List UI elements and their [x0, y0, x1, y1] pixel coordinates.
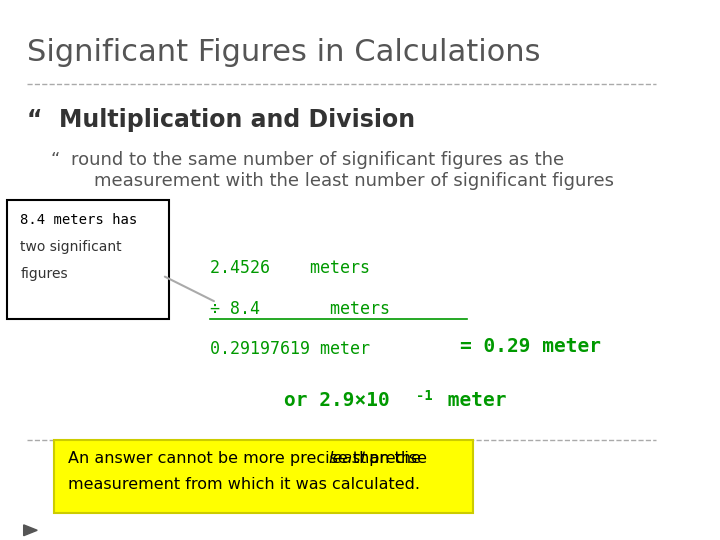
Text: -1: -1	[416, 389, 433, 403]
Text: least: least	[328, 451, 366, 466]
FancyBboxPatch shape	[6, 200, 169, 319]
Text: measurement from which it was calculated.: measurement from which it was calculated…	[68, 477, 420, 492]
Text: two significant: two significant	[20, 240, 122, 254]
Polygon shape	[24, 525, 37, 536]
Text: Significant Figures in Calculations: Significant Figures in Calculations	[27, 38, 541, 67]
Text: round to the same number of significant figures as the
    measurement with the : round to the same number of significant …	[71, 151, 614, 190]
Text: An answer cannot be more precise than the: An answer cannot be more precise than th…	[68, 451, 426, 466]
Text: figures: figures	[20, 267, 68, 281]
Text: or 2.9×10: or 2.9×10	[284, 392, 390, 410]
Text: meter: meter	[436, 392, 507, 410]
Text: ÷ 8.4       meters: ÷ 8.4 meters	[210, 300, 390, 318]
Text: 8.4 meters has: 8.4 meters has	[20, 213, 138, 227]
Text: 0.29197619 meter: 0.29197619 meter	[210, 340, 369, 358]
Text: = 0.29 meter: = 0.29 meter	[460, 338, 601, 356]
Text: “: “	[50, 151, 60, 169]
Text: 2.4526    meters: 2.4526 meters	[210, 259, 369, 277]
FancyBboxPatch shape	[54, 440, 474, 513]
Text: “  Multiplication and Division: “ Multiplication and Division	[27, 108, 415, 132]
Text: precise: precise	[364, 451, 427, 466]
